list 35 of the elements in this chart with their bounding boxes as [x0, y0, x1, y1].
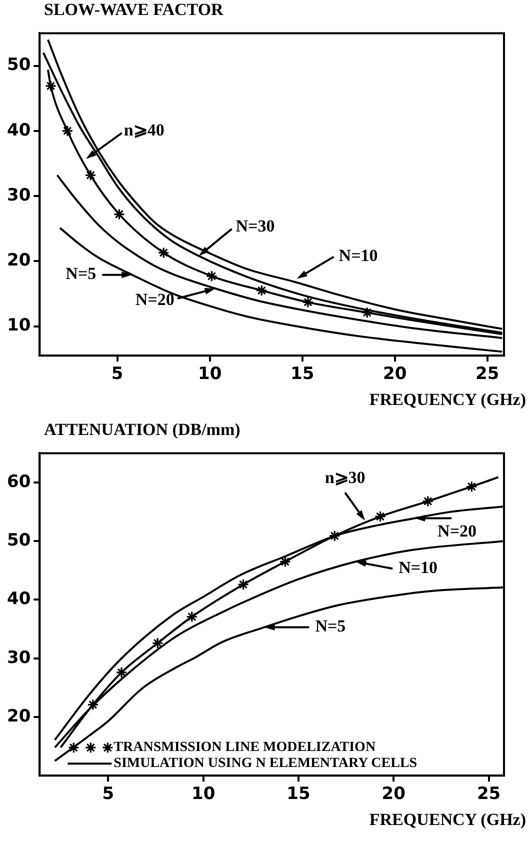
x-tick-label: 20 — [382, 784, 406, 804]
y-tick-label: 30 — [6, 648, 31, 668]
annotation: N=30 — [236, 216, 275, 236]
x-tick-label: 10 — [191, 784, 216, 804]
x-tick-label: 25 — [476, 364, 500, 384]
y-tick-label: 30 — [6, 185, 31, 206]
x-tick-label: 15 — [290, 364, 314, 384]
y-axis-title: SLOW-WAVE FACTOR — [44, 0, 224, 20]
annotation: N=10 — [338, 246, 378, 266]
y-tick-label: 20 — [6, 250, 31, 271]
annotation: N=20 — [135, 290, 174, 309]
x-tick-label: 20 — [383, 364, 407, 384]
x-tick-label: 10 — [198, 364, 222, 384]
annotation: n⩾30 — [324, 468, 366, 487]
y-tick-label: 10 — [6, 316, 31, 336]
annotation: N=5 — [66, 264, 96, 284]
x-axis-title: FREQUENCY (GHz) — [369, 390, 526, 410]
annotation: N=20 — [438, 522, 477, 541]
y-axis-title: ATTENUATION (DB/mm) — [44, 420, 240, 440]
annotation: n⩾40 — [124, 120, 164, 140]
y-tick-label: 40 — [6, 120, 31, 140]
annotation: N=5 — [315, 616, 346, 636]
legend-label: TRANSMISSION LINE MODELIZATION — [114, 740, 376, 755]
y-tick-label: 60 — [6, 472, 31, 492]
y-tick-label: 50 — [6, 55, 31, 76]
y-tick-label: 50 — [6, 530, 31, 551]
y-tick-label: 20 — [6, 706, 31, 726]
y-tick-label: 40 — [6, 589, 31, 610]
annotation: SIMULATION USING N ELEMENTARY CELLS — [114, 756, 418, 771]
x-tick-label: 5 — [102, 784, 114, 804]
x-tick-label: 5 — [111, 364, 124, 384]
annotation: N=10 — [398, 558, 438, 578]
x-axis-title: FREQUENCY (GHz) — [369, 810, 526, 830]
x-tick-label: 15 — [286, 784, 310, 804]
x-tick-label: 25 — [476, 784, 501, 804]
